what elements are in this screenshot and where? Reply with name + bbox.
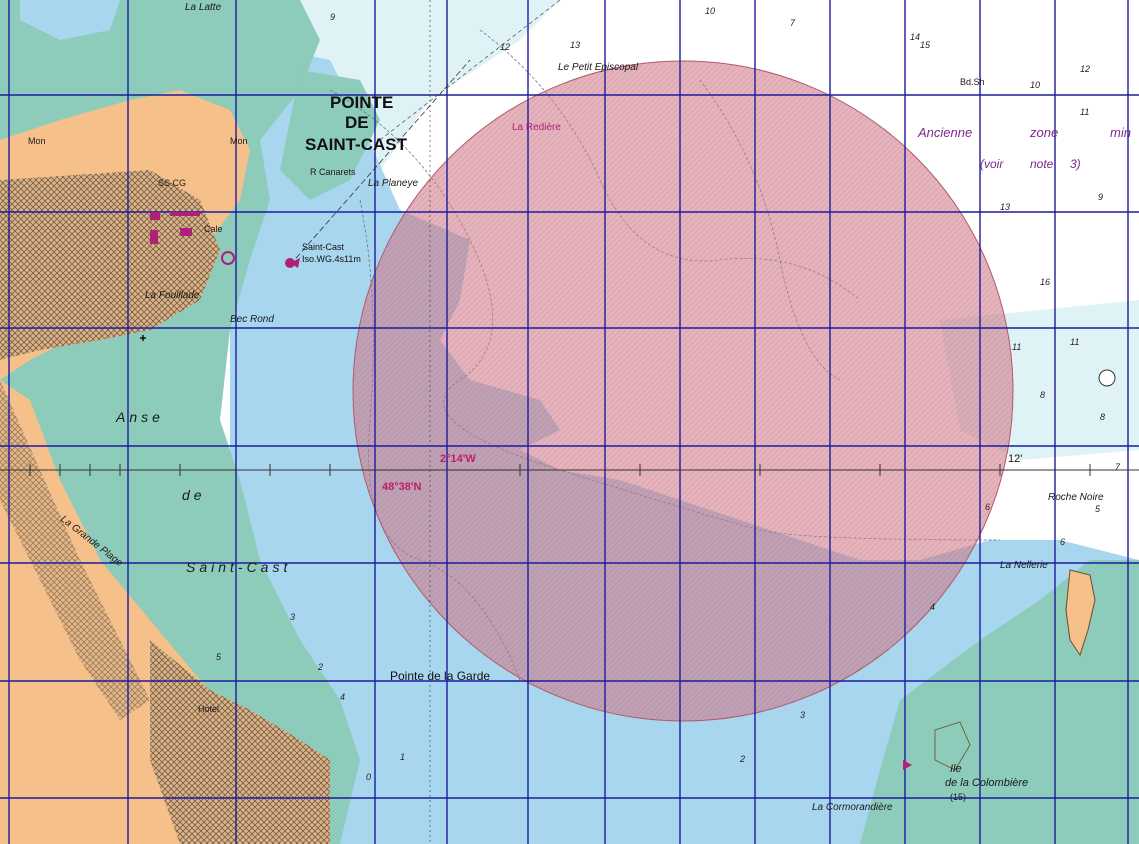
foreshore-top-left bbox=[20, 0, 120, 40]
pointe-garde-label: Pointe de la Garde bbox=[390, 669, 490, 683]
sounding: 0 bbox=[366, 772, 371, 782]
light-label-2: Iso.WG.4s11m bbox=[302, 254, 361, 264]
pointe-label-2: DE bbox=[345, 113, 369, 132]
latitude-label: 48°38'N bbox=[382, 481, 421, 493]
sounding: 9 bbox=[1098, 192, 1103, 202]
zone-word-3: min bbox=[1110, 125, 1131, 140]
rock-icon bbox=[1098, 369, 1116, 387]
sounding: 12 bbox=[1080, 64, 1090, 74]
town-hatched bbox=[0, 170, 220, 360]
pointe-label-1: POINTE bbox=[330, 93, 393, 112]
sounding: 7 bbox=[790, 18, 796, 28]
bd-sh-label: Bd.Sh bbox=[960, 77, 985, 87]
sounding: 4 bbox=[340, 692, 345, 702]
rocks-pointe bbox=[280, 70, 380, 200]
cormorandiere-label: La Cormorandière bbox=[812, 802, 893, 813]
sounding: 3 bbox=[290, 612, 295, 622]
sounding: 7 bbox=[1115, 462, 1121, 472]
sounding: 5 bbox=[216, 652, 222, 662]
zone-ref-3: 3) bbox=[1070, 157, 1081, 171]
sounding: 11 bbox=[1012, 342, 1021, 352]
sounding: 10 bbox=[1030, 80, 1040, 90]
danger-zone-circle[interactable] bbox=[352, 60, 1014, 722]
ile-colombiere-rock bbox=[934, 721, 971, 771]
bec-rond-label: Bec Rond bbox=[230, 314, 274, 325]
petit-episcopal-label: Le Petit Episcopal bbox=[558, 62, 639, 73]
de-label: de bbox=[182, 487, 206, 503]
sounding: 8 bbox=[1040, 390, 1045, 400]
sounding: 14 bbox=[910, 32, 920, 42]
roche-noire-label: Roche Noire bbox=[1048, 492, 1104, 503]
mag-marker-icon bbox=[903, 760, 912, 770]
pointe-label-3: SAINT-CAST bbox=[305, 135, 408, 154]
ile-label-2: de la Colombière bbox=[945, 777, 1028, 789]
sounding: 11 bbox=[1080, 107, 1089, 117]
anse-label: Anse bbox=[115, 409, 164, 425]
la-rediere-label: La Redière bbox=[512, 122, 561, 133]
sounding: 8 bbox=[1100, 412, 1105, 422]
sounding: 11 bbox=[1070, 337, 1079, 347]
wreck-icon bbox=[140, 335, 146, 341]
sounding: 6 bbox=[1060, 537, 1065, 547]
sounding: 13 bbox=[570, 40, 580, 50]
island-colombiere bbox=[1065, 569, 1096, 657]
minute-mark-label: 12' bbox=[1008, 453, 1022, 465]
r-canarets-label: R Canarets bbox=[310, 167, 356, 177]
sounding: 10 bbox=[705, 6, 715, 16]
soundings: 10 7 14 12 9 13 16 11 8 6 5 4 3 2 1 0 2 … bbox=[216, 6, 1121, 782]
sounding: 12 bbox=[500, 42, 510, 52]
sounding: 16 bbox=[1040, 277, 1050, 287]
mon-right-label: Mon bbox=[230, 136, 248, 146]
zone-ref-2: note bbox=[1030, 157, 1054, 171]
sounding: 13 bbox=[1000, 202, 1010, 212]
beach-sand bbox=[0, 380, 150, 720]
sounding: 2 bbox=[317, 662, 323, 672]
light-label-1: Saint-Cast bbox=[302, 242, 345, 252]
town-hatched-south bbox=[150, 640, 330, 844]
zone-word-1: Ancienne bbox=[917, 125, 972, 140]
sounding: 1 bbox=[400, 752, 405, 762]
ss-cg-label: SS.CG bbox=[158, 178, 186, 188]
sounding: 9 bbox=[330, 12, 335, 22]
ile-label-1: Ile bbox=[950, 763, 962, 775]
port-marks-icon bbox=[150, 212, 200, 244]
leading-line bbox=[289, 59, 471, 266]
cale-label: Cale bbox=[204, 224, 223, 234]
leading-line-2 bbox=[379, 0, 561, 141]
sounding: 4 bbox=[930, 602, 935, 612]
sounding: 2 bbox=[739, 754, 745, 764]
la-fouillade-label: La Fouillade bbox=[145, 290, 200, 301]
longitude-label: 2°14'W bbox=[440, 453, 476, 465]
lighthouse-icon[interactable] bbox=[285, 258, 300, 268]
sounding: 6 bbox=[985, 502, 990, 512]
ile-height-label: (15) bbox=[950, 792, 966, 802]
zone-ref-1: (voir bbox=[980, 157, 1004, 171]
la-nellerie-label: La Nellerie bbox=[1000, 560, 1048, 571]
zone-word-2: zone bbox=[1029, 125, 1058, 140]
la-planeye-label: La Planeye bbox=[368, 178, 418, 189]
mon-left-label: Mon bbox=[28, 136, 46, 146]
sounding: 5 bbox=[1095, 504, 1101, 514]
la-latte-label: La Latte bbox=[185, 2, 222, 13]
hotel-label: Hotel bbox=[198, 704, 219, 714]
latitude-scale bbox=[0, 464, 1139, 476]
buoy-icon[interactable] bbox=[221, 251, 235, 265]
sounding: 15 bbox=[920, 40, 931, 50]
sounding: 3 bbox=[800, 710, 805, 720]
saint-cast-label: Saint-Cast bbox=[186, 559, 291, 575]
